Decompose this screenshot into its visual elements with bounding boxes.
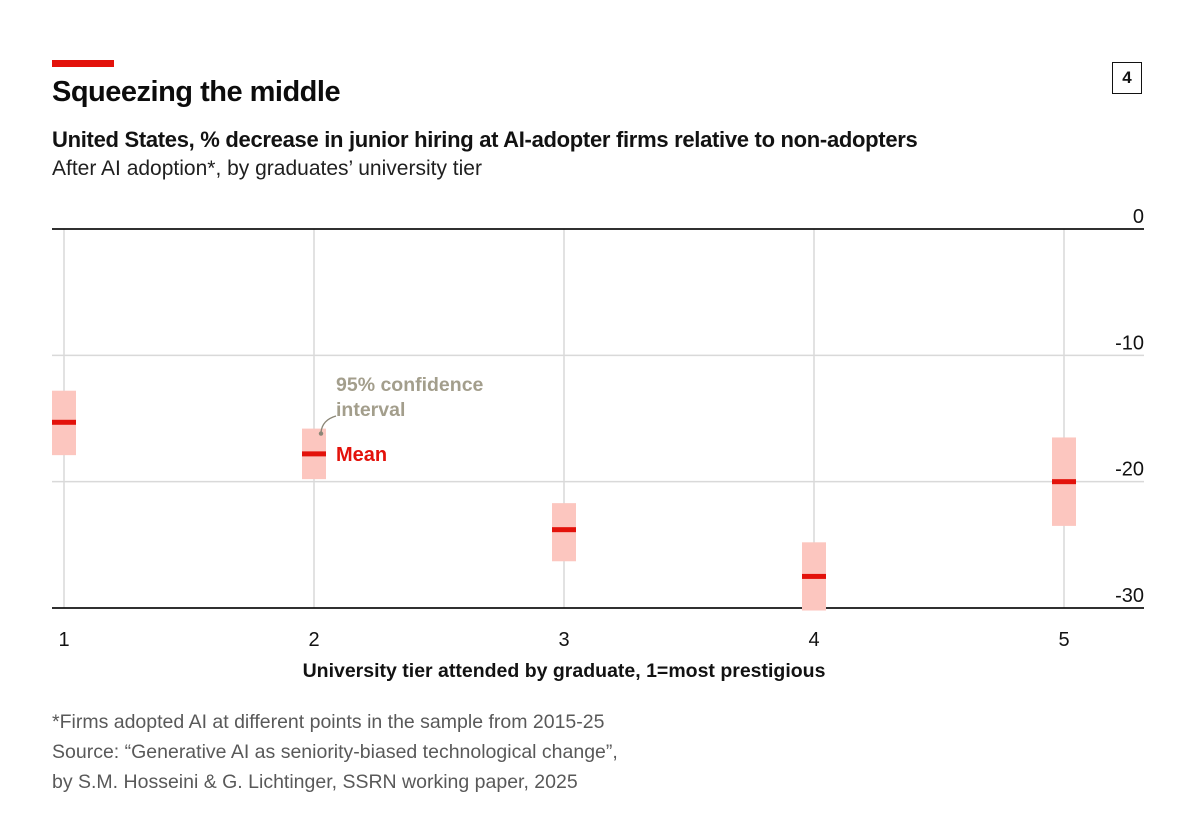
mean-annotation: Mean: [336, 444, 387, 466]
ci-annotation-line2: interval: [336, 399, 405, 421]
mean-marker-tier-4: [802, 573, 826, 579]
y-tick-label: -20: [1115, 459, 1144, 481]
chart-title: Squeezing the middle: [52, 76, 341, 108]
mean-marker-tier-2: [302, 451, 326, 457]
x-axis-label: University tier attended by graduate, 1=…: [303, 660, 826, 682]
mean-marker-tier-1: [52, 419, 76, 425]
ci-box-tier-3: [552, 503, 576, 562]
x-tick-label-4: 4: [808, 629, 819, 651]
y-tick-label: -30: [1115, 585, 1144, 607]
ci-annotation-line1: 95% confidence: [336, 374, 484, 396]
source-line-1: Source: “Generative AI as seniority-bias…: [52, 741, 618, 763]
chart-subtitle-detail: After AI adoption*, by graduates’ univer…: [52, 157, 482, 180]
footnotes: *Firms adopted AI at different points in…: [52, 707, 618, 797]
ci-annotation-leader: [320, 415, 337, 433]
x-tick-label-2: 2: [308, 629, 319, 651]
footnote-asterisk: *Firms adopted AI at different points in…: [52, 711, 605, 733]
mean-marker-tier-5: [1052, 479, 1076, 485]
chart-subtitle: United States, % decrease in junior hiri…: [52, 127, 918, 152]
x-tick-label-1: 1: [58, 629, 69, 651]
mean-marker-tier-3: [552, 527, 576, 533]
chart-number-badge: 4: [1112, 62, 1142, 94]
source-line-2: by S.M. Hosseini & G. Lichtinger, SSRN w…: [52, 771, 578, 793]
y-tick-label: -10: [1115, 332, 1144, 354]
x-tick-label-3: 3: [558, 629, 569, 651]
chart-plot: 0 -10 -20 -30 1 2 3 4 5 University tier attended …: [52, 206, 1144, 682]
x-tick-label-5: 5: [1058, 629, 1069, 651]
brand-red-bar: [52, 60, 114, 67]
y-tick-label: 0: [1133, 206, 1144, 228]
ci-annotation-dot: [318, 431, 324, 436]
